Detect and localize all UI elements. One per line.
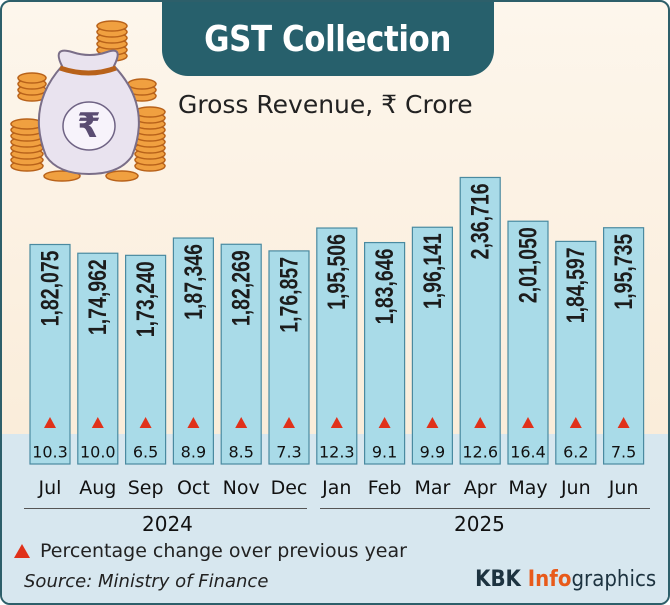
month-label: Oct	[177, 477, 210, 499]
pct-change-label: 7.3	[276, 443, 301, 462]
month-label: Nov	[223, 477, 260, 499]
triangle-up-icon	[187, 417, 200, 428]
pct-change-label: 16.4	[510, 443, 546, 462]
bar-value-label: 1,87,346	[179, 244, 207, 320]
triangle-up-icon	[617, 417, 630, 428]
pct-change-label: 10.0	[80, 443, 116, 462]
triangle-up-icon	[330, 417, 343, 428]
triangle-up-icon	[44, 417, 56, 428]
pct-change-label: 9.1	[372, 443, 397, 462]
source-note: Source: Ministry of Finance	[24, 571, 269, 592]
triangle-up-icon	[91, 417, 104, 428]
month-label: May	[508, 477, 547, 499]
month-label: Aug	[79, 477, 116, 499]
bar-value-label: 2,01,050	[514, 227, 542, 303]
bar-value-label: 1,83,646	[371, 249, 399, 325]
bar-value-label: 1,76,857	[275, 257, 303, 333]
month-label: Dec	[271, 477, 308, 499]
triangle-up-icon	[426, 417, 439, 428]
pct-change-label: 12.6	[462, 443, 498, 462]
chart-subtitle: Gross Revenue, ₹ Crore	[178, 90, 473, 119]
pct-change-label: 10.3	[32, 443, 68, 462]
bar-value-label: 1,84,597	[562, 247, 590, 323]
month-label: Jun	[560, 477, 591, 499]
year-label-2025: 2025	[454, 512, 505, 536]
triangle-up-icon	[283, 417, 295, 428]
triangle-up-icon	[522, 417, 534, 428]
bar-value-label: 1,73,240	[132, 261, 160, 337]
bar-value-label: 1,95,506	[323, 234, 351, 310]
year-2025-line	[320, 508, 650, 509]
month-label: Apr	[464, 477, 497, 499]
month-label: Jun	[608, 477, 639, 499]
bar	[77, 252, 119, 465]
bar-chart: 1,82,075 10.3 Jul 1,74,962 10.0 Aug 1,73,240 6.…	[29, 176, 645, 499]
month-label: Sep	[128, 477, 164, 499]
pct-change-label: 12.3	[319, 443, 355, 462]
legend-label: Percentage change over previous year	[40, 540, 407, 562]
bar-value-label: 1,96,141	[418, 233, 446, 309]
bar	[459, 176, 501, 465]
chart-title: GST Collection	[204, 18, 452, 60]
triangle-up-icon	[235, 417, 248, 428]
triangle-up-icon	[378, 417, 391, 428]
pct-change-label: 6.5	[133, 443, 158, 462]
brand-logo: KBK Infographics	[474, 567, 656, 592]
triangle-up-icon	[14, 544, 30, 558]
month-label: Jul	[38, 477, 62, 499]
bar-value-label: 1,74,962	[84, 259, 112, 335]
title-banner: GST Collection	[162, 2, 494, 76]
pct-change-label: 8.9	[181, 443, 206, 462]
month-label: Jan	[321, 477, 351, 499]
year-2024-line	[24, 508, 307, 509]
bar-value-label: 1,82,075	[36, 251, 64, 327]
money-bag-with-coins-icon: ₹	[10, 20, 166, 182]
month-label: Mar	[414, 477, 450, 499]
pct-change-label: 6.2	[563, 443, 588, 462]
triangle-up-icon	[569, 417, 582, 428]
bar	[268, 250, 310, 465]
bar-value-label: 2,36,716	[466, 183, 494, 259]
triangle-up-icon	[474, 417, 487, 428]
legend: Percentage change over previous year	[14, 540, 407, 562]
year-label-2024: 2024	[142, 512, 193, 536]
month-label: Feb	[368, 477, 402, 499]
pct-change-label: 7.5	[611, 443, 636, 462]
pct-change-label: 9.9	[420, 443, 445, 462]
bar-value-label: 1,95,735	[610, 234, 638, 310]
bar	[124, 254, 167, 465]
svg-text:₹: ₹	[77, 106, 101, 146]
bar-value-label: 1,82,269	[227, 250, 255, 326]
pct-change-label: 8.5	[228, 443, 253, 462]
bar	[602, 227, 645, 465]
triangle-up-icon	[139, 417, 152, 428]
